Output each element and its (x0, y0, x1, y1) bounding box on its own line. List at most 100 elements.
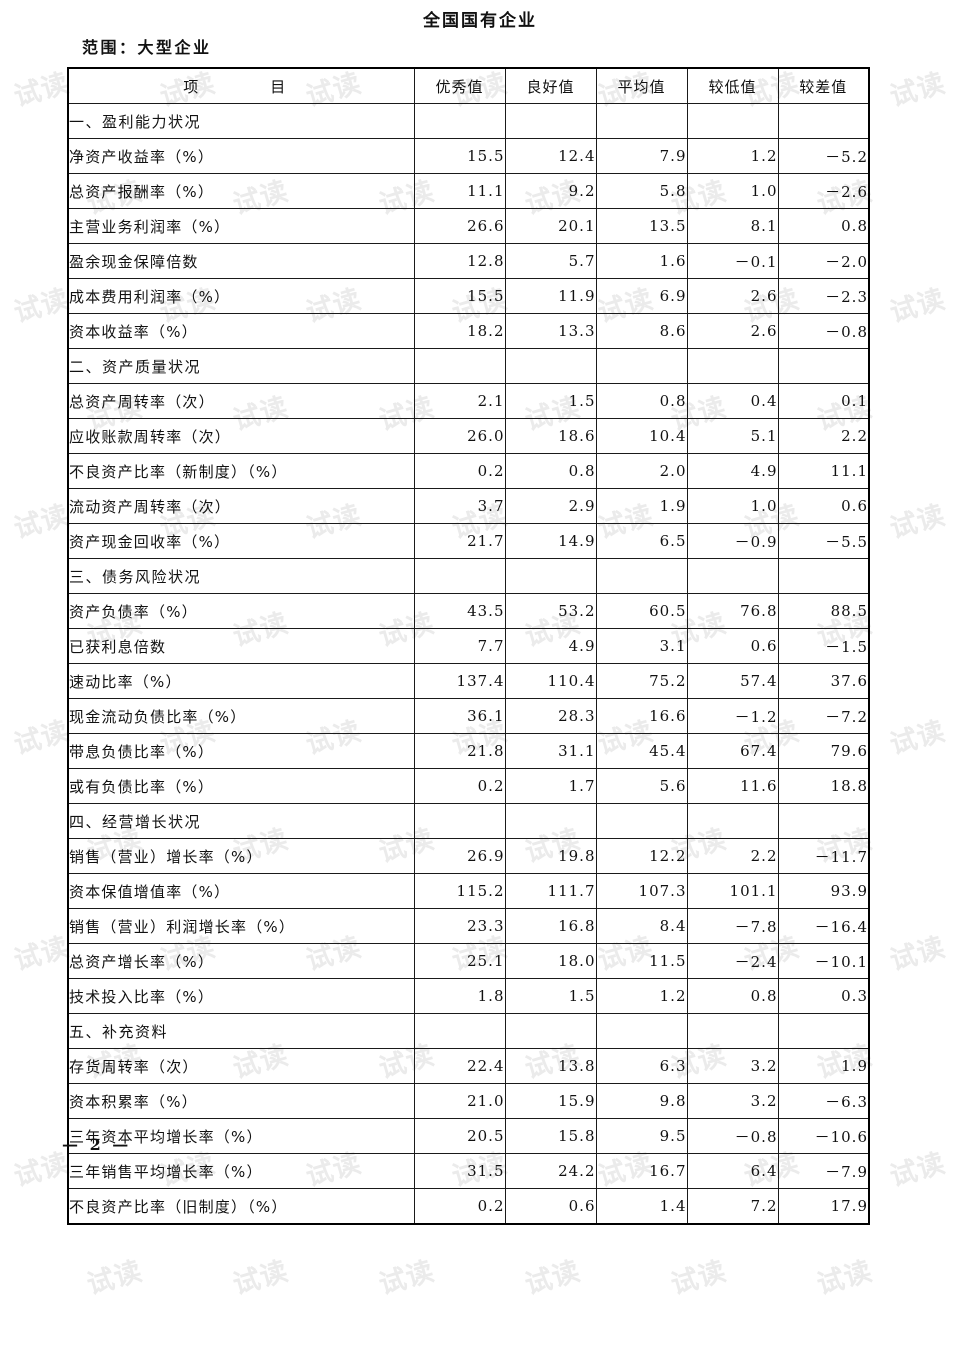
table-row: 带息负债比率（%） 21.8 31.1 45.4 67.4 79.6 (67, 733, 870, 769)
indicator-value: 9.5 (595, 1118, 688, 1154)
table-row: 已获利息倍数 7.7 4.9 3.1 0.6 －1.5 (67, 628, 870, 664)
indicator-value: 2.6 (686, 313, 779, 349)
indicator-value: －0.8 (686, 1118, 779, 1154)
table-header: 项 目 优秀值 良好值 平均值 较低值 较差值 (67, 67, 870, 104)
table-row: 不良资产比率（旧制度）（%） 0.2 0.6 1.4 7.2 17.9 (67, 1188, 870, 1225)
indicator-value: 18.0 (504, 943, 597, 979)
indicator-value: 8.4 (595, 908, 688, 944)
indicator-value: －0.1 (686, 243, 779, 279)
indicator-label: 资产负债率（%） (67, 593, 415, 629)
table-row: 销售（营业）利润增长率（%） 23.3 16.8 8.4 －7.8 －16.4 (67, 908, 870, 944)
table-row: 现金流动负债比率（%） 36.1 28.3 16.6 －1.2 －7.2 (67, 698, 870, 734)
indicator-value: 0.6 (777, 488, 870, 524)
indicator-value: 43.5 (413, 593, 506, 629)
indicator-value: －16.4 (777, 908, 870, 944)
indicator-label: 流动资产周转率（次） (67, 488, 415, 524)
indicator-value: 1.0 (686, 173, 779, 209)
column-header-excellent: 优秀值 (413, 67, 506, 104)
indicator-value: －0.8 (777, 313, 870, 349)
section-heading-blank-cell (595, 558, 688, 594)
indicator-value: 79.6 (777, 733, 870, 769)
column-header-low: 较低值 (686, 67, 779, 104)
indicator-label: 总资产增长率（%） (67, 943, 415, 979)
indicator-label: 已获利息倍数 (67, 628, 415, 664)
table-row: 流动资产周转率（次） 3.7 2.9 1.9 1.0 0.6 (67, 488, 870, 524)
indicator-value: 11.5 (595, 943, 688, 979)
column-header-poor: 较差值 (777, 67, 870, 104)
indicator-value: 15.5 (413, 278, 506, 314)
indicator-value: 5.7 (504, 243, 597, 279)
indicator-value: 18.6 (504, 418, 597, 454)
indicator-value: 18.2 (413, 313, 506, 349)
table-row: 资本收益率（%） 18.2 13.3 8.6 2.6 －0.8 (67, 313, 870, 349)
section-heading-blank-cell (504, 103, 597, 139)
indicator-value: 0.4 (686, 383, 779, 419)
indicator-value: 11.6 (686, 768, 779, 804)
indicator-value: 12.8 (413, 243, 506, 279)
table-body: 一、盈利能力状况 净资产收益率（%） 15.5 12.4 7.9 1.2 －5.2 总资产报酬… (67, 103, 870, 1225)
page-number: — 2 — (62, 1135, 132, 1154)
indicator-value: 4.9 (686, 453, 779, 489)
indicator-value: 9.8 (595, 1083, 688, 1119)
indicator-label: 或有负债比率（%） (67, 768, 415, 804)
section-heading-row: 二、资产质量状况 (67, 348, 870, 384)
indicator-value: 107.3 (595, 873, 688, 909)
section-heading-blank-cell (686, 348, 779, 384)
table-row: 成本费用利润率（%） 15.5 11.9 6.9 2.6 －2.3 (67, 278, 870, 314)
section-heading: 一、盈利能力状况 (67, 103, 415, 139)
indicator-label: 销售（营业）利润增长率（%） (67, 908, 415, 944)
indicator-value: 1.8 (413, 978, 506, 1014)
indicator-value: 0.8 (595, 383, 688, 419)
page-title: 全国国有企业 (423, 11, 537, 31)
section-heading-row: 五、补充资料 (67, 1013, 870, 1049)
indicator-label: 资本收益率（%） (67, 313, 415, 349)
indicator-value: 2.1 (413, 383, 506, 419)
indicator-value: －1.2 (686, 698, 779, 734)
indicator-value: －1.5 (777, 628, 870, 664)
table-header-row: 项 目 优秀值 良好值 平均值 较低值 较差值 (67, 67, 870, 104)
indicator-value: 1.7 (504, 768, 597, 804)
section-heading: 二、资产质量状况 (67, 348, 415, 384)
indicator-value: 137.4 (413, 663, 506, 699)
indicator-value: 26.9 (413, 838, 506, 874)
section-heading-blank-cell (413, 1013, 506, 1049)
indicator-value: 31.1 (504, 733, 597, 769)
indicator-value: 13.5 (595, 208, 688, 244)
indicator-value: 3.2 (686, 1048, 779, 1084)
indicator-value: 16.8 (504, 908, 597, 944)
indicator-value: 19.8 (504, 838, 597, 874)
indicator-label: 销售（营业）增长率（%） (67, 838, 415, 874)
indicator-value: 0.2 (413, 1188, 506, 1225)
indicator-value: 15.5 (413, 138, 506, 174)
indicator-table: 项 目 优秀值 良好值 平均值 较低值 较差值 一、盈利能力状况 净资产收益率（%… (67, 67, 870, 1225)
section-heading: 四、经营增长状况 (67, 803, 415, 839)
section-heading-blank-cell (777, 348, 870, 384)
indicator-value: 5.6 (595, 768, 688, 804)
indicator-value: 101.1 (686, 873, 779, 909)
table-row: 净资产收益率（%） 15.5 12.4 7.9 1.2 －5.2 (67, 138, 870, 174)
section-heading-blank-cell (504, 1013, 597, 1049)
indicator-label: 三年销售平均增长率（%） (67, 1153, 415, 1189)
indicator-value: 12.2 (595, 838, 688, 874)
indicator-value: 16.6 (595, 698, 688, 734)
indicator-value: 31.5 (413, 1153, 506, 1189)
indicator-value: 16.7 (595, 1153, 688, 1189)
indicator-value: 28.3 (504, 698, 597, 734)
indicator-label: 主营业务利润率（%） (67, 208, 415, 244)
indicator-value: －11.7 (777, 838, 870, 874)
table-row: 三年资本平均增长率（%） 20.5 15.8 9.5 －0.8 －10.6 (67, 1118, 870, 1154)
section-heading-blank-cell (777, 1013, 870, 1049)
indicator-value: 1.2 (595, 978, 688, 1014)
indicator-value: －7.8 (686, 908, 779, 944)
section-heading-blank-cell (504, 348, 597, 384)
indicator-value: 21.7 (413, 523, 506, 559)
indicator-value: －2.4 (686, 943, 779, 979)
indicator-value: 93.9 (777, 873, 870, 909)
indicator-value: 0.2 (413, 768, 506, 804)
section-heading-blank-cell (777, 558, 870, 594)
indicator-label: 总资产周转率（次） (67, 383, 415, 419)
section-heading-row: 一、盈利能力状况 (67, 103, 870, 139)
indicator-value: 0.8 (504, 453, 597, 489)
indicator-label: 资本保值增值率（%） (67, 873, 415, 909)
indicator-value: －2.0 (777, 243, 870, 279)
